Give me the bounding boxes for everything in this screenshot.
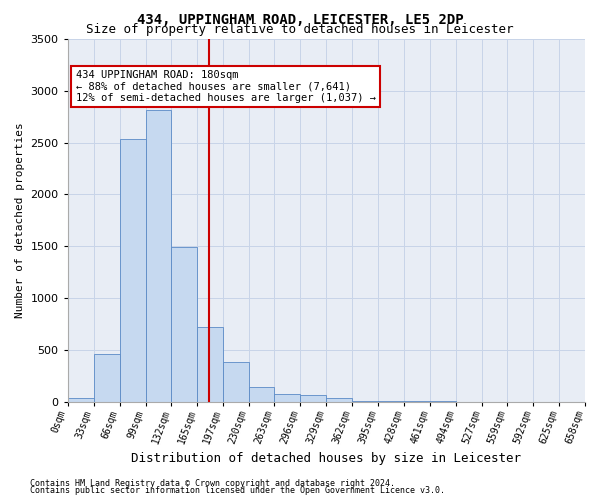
Bar [352, 400, 378, 402]
Bar [197, 327, 223, 402]
Text: Contains public sector information licensed under the Open Government Licence v3: Contains public sector information licen… [30, 486, 445, 495]
Text: 434, UPPINGHAM ROAD, LEICESTER, LE5 2DP: 434, UPPINGHAM ROAD, LEICESTER, LE5 2DP [137, 12, 463, 26]
Bar [326, 398, 352, 402]
X-axis label: Distribution of detached houses by size in Leicester: Distribution of detached houses by size … [131, 452, 521, 465]
Bar [223, 362, 248, 402]
Bar [274, 394, 301, 402]
Text: Contains HM Land Registry data © Crown copyright and database right 2024.: Contains HM Land Registry data © Crown c… [30, 478, 395, 488]
Bar [94, 354, 119, 402]
Bar [119, 140, 146, 402]
Text: Size of property relative to detached houses in Leicester: Size of property relative to detached ho… [86, 22, 514, 36]
Bar [248, 387, 274, 402]
Bar [378, 401, 404, 402]
Bar [68, 398, 94, 402]
Bar [301, 396, 326, 402]
Y-axis label: Number of detached properties: Number of detached properties [15, 122, 25, 318]
Bar [146, 110, 172, 402]
Text: 434 UPPINGHAM ROAD: 180sqm
← 88% of detached houses are smaller (7,641)
12% of s: 434 UPPINGHAM ROAD: 180sqm ← 88% of deta… [76, 70, 376, 103]
Bar [172, 247, 197, 402]
